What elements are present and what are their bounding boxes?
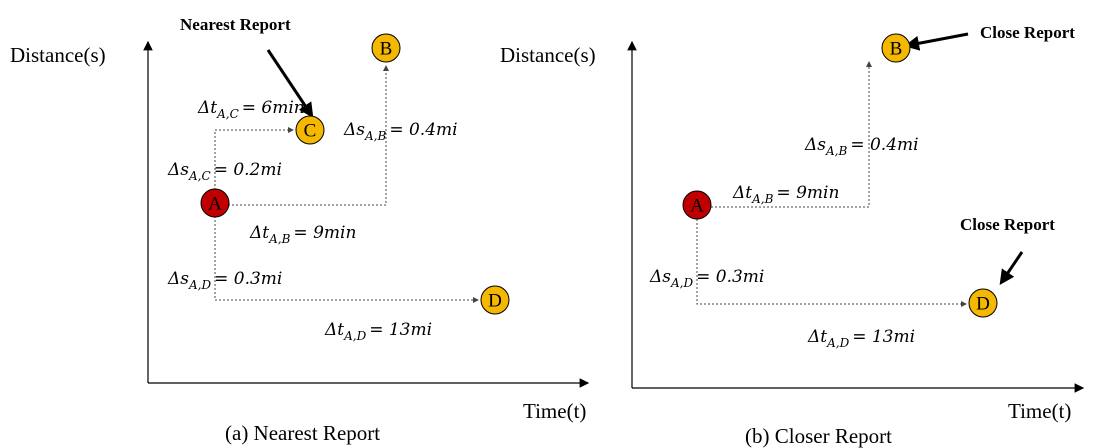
node <box>968 288 998 318</box>
subscript: A,B <box>364 129 386 143</box>
symbol: Δt <box>324 320 344 340</box>
formula: ΔsA,B = 0.4mi <box>804 135 919 158</box>
value: = 0.4mi <box>850 135 918 155</box>
subscript: A,D <box>670 276 693 290</box>
symbol: Δt <box>732 183 752 203</box>
subscript: A,D <box>343 329 366 343</box>
symbol: Δs <box>167 160 189 180</box>
x-axis-label: Time(t) <box>523 399 586 423</box>
node <box>295 115 325 145</box>
formula: ΔtA,B = 9min <box>249 223 356 246</box>
callout: Close Report <box>960 215 1055 234</box>
panel-a: Distance(s) Time(t) (a) Nearest Report N… <box>10 15 590 445</box>
subscript: A,C <box>216 107 239 121</box>
value: = 9min <box>776 183 839 203</box>
value: = 13mi <box>369 320 432 340</box>
formula: ΔsA,D = 0.3mi <box>649 267 764 290</box>
value: = 0.4mi <box>389 120 457 140</box>
node-label: B <box>380 39 393 60</box>
symbol: Δt <box>197 98 217 118</box>
path-a-c <box>214 127 294 190</box>
panel-b: Distance(s) Time(t) (b) Closer Report Cl… <box>500 23 1085 448</box>
node <box>881 33 911 63</box>
value: = 0.2mi <box>214 160 282 180</box>
value: = 9min <box>293 223 356 243</box>
symbol: Δs <box>167 269 189 289</box>
node <box>480 285 510 315</box>
formula: ΔtA,C = 6min <box>197 98 305 121</box>
symbol: Δs <box>804 135 826 155</box>
formula: ΔsA,B = 0.4mi <box>343 120 458 143</box>
subscript: A,B <box>268 232 290 246</box>
formula: ΔsA,C = 0.2mi <box>167 160 282 183</box>
y-axis-label: Distance(s) <box>500 43 596 67</box>
node-label: A <box>208 194 222 215</box>
x-axis-label: Time(t) <box>1008 399 1071 423</box>
node <box>682 190 712 220</box>
callout: Close Report <box>980 23 1075 42</box>
callout-arrow <box>999 251 1024 285</box>
callout-arrow <box>266 49 314 118</box>
node-label: A <box>690 196 704 217</box>
formula: ΔsA,D = 0.3mi <box>167 269 282 292</box>
formula: ΔtA,D = 13mi <box>324 320 432 343</box>
node <box>200 188 230 218</box>
value: = 6min <box>242 98 305 118</box>
subscript: A,C <box>188 169 211 183</box>
symbol: Δt <box>249 223 269 243</box>
path-a-d <box>696 219 967 307</box>
subscript: A,D <box>826 336 849 350</box>
symbol: Δs <box>343 120 365 140</box>
subscript: A,D <box>188 278 211 292</box>
node-label: D <box>488 291 502 312</box>
node-label: C <box>304 121 317 142</box>
subscript: A,B <box>751 192 773 206</box>
formula: ΔtA,D = 13mi <box>807 327 915 350</box>
callout-arrow <box>904 32 969 51</box>
symbol: Δs <box>649 267 671 287</box>
y-axis-label: Distance(s) <box>10 43 106 67</box>
caption: (b) Closer Report <box>745 424 892 448</box>
subscript: A,B <box>825 144 847 158</box>
symbol: Δt <box>807 327 827 347</box>
callout: Nearest Report <box>180 15 291 34</box>
node-label: D <box>976 294 990 315</box>
caption: (a) Nearest Report <box>225 421 380 445</box>
node <box>371 33 401 63</box>
path-a-b <box>711 61 872 208</box>
path-a-d <box>214 216 479 303</box>
value: = 0.3mi <box>214 269 282 289</box>
path-a-b <box>228 65 389 206</box>
value: = 0.3mi <box>696 267 764 287</box>
node-label: B <box>890 39 903 60</box>
value: = 13mi <box>852 327 915 347</box>
formula: ΔtA,B = 9min <box>732 183 839 206</box>
